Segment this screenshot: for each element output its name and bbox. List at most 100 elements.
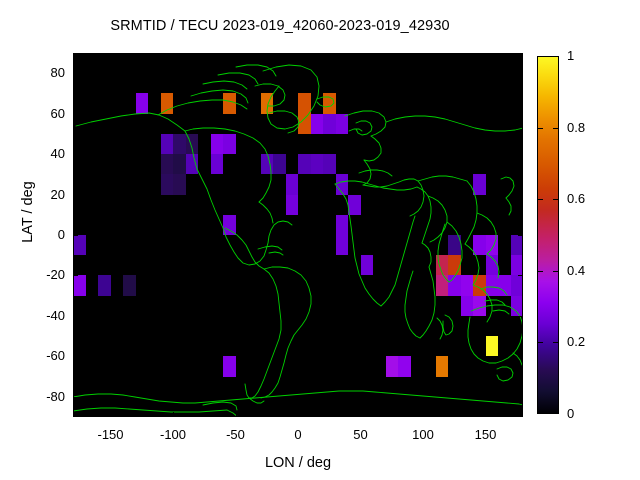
- heatmap-cell: [335, 235, 348, 256]
- heatmap-cell: [460, 275, 473, 296]
- y-tick-label: -40: [46, 307, 65, 323]
- y-axis-label: LAT / deg: [20, 181, 36, 243]
- x-tick-mark: [173, 412, 174, 417]
- heatmap-cell: [298, 113, 311, 134]
- y-tick-mark: [518, 194, 523, 196]
- x-tick-label: -100: [159, 427, 187, 442]
- x-tick-label: 100: [412, 427, 434, 442]
- colorbar-tick-mark: [553, 56, 559, 57]
- heatmap-cell: [160, 133, 173, 155]
- x-tick-label: 0: [294, 427, 302, 442]
- colorbar-tick-mark: [537, 199, 543, 201]
- heatmap-cell: [310, 113, 323, 134]
- heatmap-cell: [210, 154, 223, 175]
- map-plot-area[interactable]: [73, 53, 523, 417]
- heatmap-cell: [210, 133, 223, 155]
- heatmap-cell: [173, 174, 186, 195]
- x-tick-mark: [235, 412, 237, 417]
- heatmap-cell: [360, 255, 373, 276]
- x-tick-mark: [485, 412, 487, 417]
- colorbar-tick-mark: [553, 342, 559, 344]
- heatmap-cell: [185, 154, 198, 175]
- y-tick-mark: [73, 275, 78, 277]
- heatmap-cell: [435, 356, 448, 377]
- colorbar-tick-label: 1: [567, 48, 575, 63]
- heatmap-cell: [223, 214, 236, 235]
- y-tick-label: -20: [46, 267, 65, 283]
- colorbar-tick-label: 0.2: [567, 334, 586, 350]
- x-tick-label: -50: [226, 427, 245, 442]
- heatmap-cell: [473, 235, 486, 256]
- colorbar-tick-mark: [553, 199, 559, 201]
- colorbar-tick-mark: [537, 270, 543, 272]
- y-tick-mark: [73, 235, 78, 236]
- heatmap-cell: [173, 133, 186, 155]
- heatmap-cell: [348, 194, 361, 215]
- heatmap-cell: [323, 154, 336, 175]
- colorbar-tick-label: 0.4: [567, 262, 586, 278]
- y-tick-mark: [73, 315, 78, 317]
- y-tick-mark: [518, 275, 523, 277]
- x-tick-mark: [360, 53, 362, 58]
- heatmap-cell: [485, 336, 498, 357]
- x-axis-label: LON / deg: [264, 455, 332, 471]
- x-tick-mark: [110, 412, 112, 417]
- y-tick-label: 0: [57, 227, 65, 242]
- y-tick-label: -80: [46, 388, 65, 404]
- y-tick-mark: [518, 73, 523, 75]
- heatmap-cell: [273, 154, 286, 175]
- colorbar-tick-mark: [553, 270, 559, 272]
- colorbar-tick-mark: [553, 413, 559, 414]
- x-tick-mark: [110, 53, 112, 58]
- heatmap-cell: [73, 275, 86, 296]
- heatmap-cell: [498, 275, 511, 296]
- heatmap-cell: [160, 174, 173, 195]
- y-tick-mark: [73, 396, 78, 398]
- colorbar-tick-mark: [553, 127, 559, 129]
- heatmap-cell: [223, 93, 236, 114]
- heatmap-cell: [160, 154, 173, 175]
- y-tick-label: 40: [50, 146, 65, 162]
- x-tick-mark: [485, 53, 487, 58]
- y-tick-mark: [73, 154, 78, 156]
- heatmap-cell: [323, 113, 336, 134]
- heatmap-cell: [510, 275, 523, 296]
- heatmap-cell: [285, 174, 298, 195]
- heatmap-cell: [310, 154, 323, 175]
- y-tick-mark: [518, 154, 523, 156]
- heatmap-cell: [335, 214, 348, 235]
- colorbar-tick-label: 0.8: [567, 119, 586, 135]
- y-tick-mark: [73, 113, 78, 115]
- coastlines-overlay: [73, 53, 523, 417]
- x-tick-mark: [298, 53, 299, 58]
- heatmap-cell: [98, 275, 111, 296]
- x-tick-label: 50: [353, 427, 368, 442]
- heatmap-cell: [448, 235, 461, 256]
- heatmap-cell: [473, 295, 486, 316]
- colorbar-tick-label: 0.6: [567, 191, 586, 207]
- plot-title: SRMTID / TECU 2023-019_42060-2023-019_42…: [110, 18, 450, 34]
- colorbar[interactable]: 1 0.8 0.6 0.4 0.2 0: [537, 48, 585, 421]
- heatmap-cell: [448, 255, 461, 276]
- y-tick-mark: [518, 356, 523, 358]
- y-tick-label: -60: [46, 348, 65, 364]
- heatmap-cell: [73, 235, 86, 256]
- y-tick-mark: [73, 356, 78, 358]
- heatmap-cell: [398, 356, 411, 377]
- y-tick-mark: [518, 315, 523, 317]
- heatmap-cell: [510, 295, 523, 316]
- heatmap-cell: [435, 275, 448, 296]
- y-tick-label: 60: [50, 105, 65, 121]
- heatmap-cell: [223, 133, 236, 155]
- heatmap-cell: [510, 255, 523, 276]
- heatmap-cell: [260, 154, 273, 175]
- colorbar-tick-mark: [537, 127, 543, 129]
- heatmap-cell: [473, 174, 486, 195]
- x-tick-mark: [298, 412, 299, 417]
- x-tick-mark: [173, 53, 174, 58]
- y-tick-mark: [518, 396, 523, 398]
- heatmap-cell: [335, 174, 348, 195]
- colorbar-gradient: [537, 56, 559, 414]
- y-tick-mark: [73, 73, 78, 75]
